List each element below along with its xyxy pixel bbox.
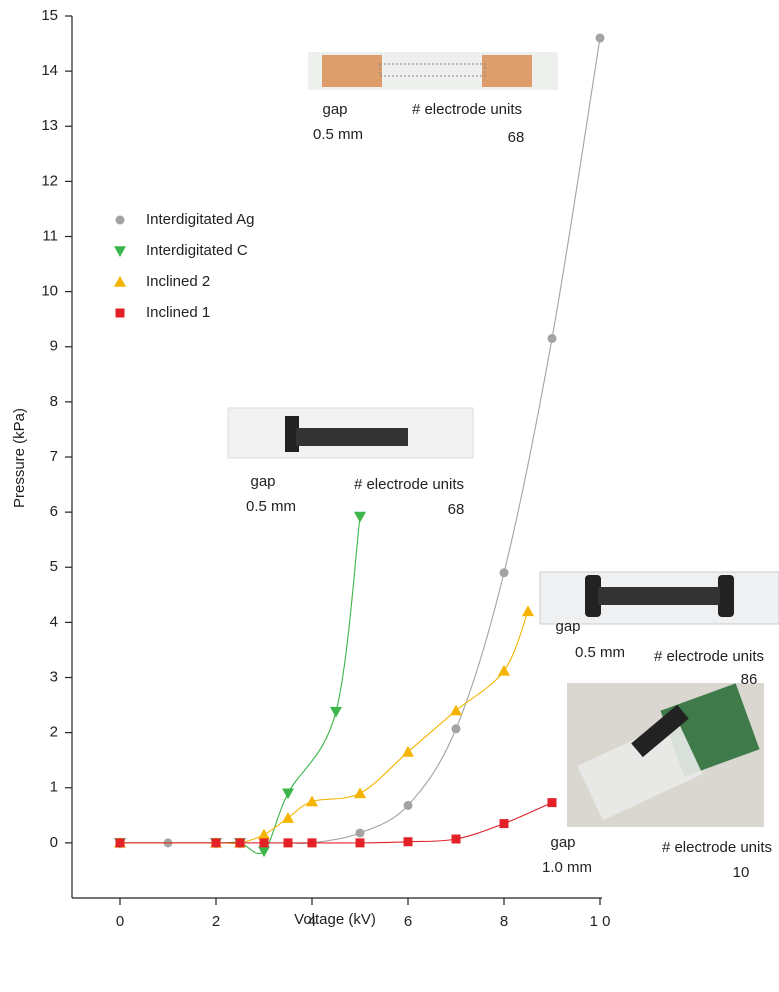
annotation: 10 <box>733 864 750 881</box>
annotation: 0.5 mm <box>313 126 363 143</box>
device-photo-2 <box>228 408 473 458</box>
marker <box>500 819 509 828</box>
device-photo-3 <box>540 572 779 624</box>
y-tick-label: 9 <box>50 338 58 355</box>
y-tick-label: 7 <box>50 448 58 465</box>
annotation: # electrode units <box>662 839 772 856</box>
marker <box>452 835 461 844</box>
x-tick-label: 2 <box>212 913 220 930</box>
annotation: gap <box>322 101 347 118</box>
y-tick-label: 12 <box>41 172 58 189</box>
marker <box>308 838 317 847</box>
y-tick-label: 5 <box>50 558 58 575</box>
x-tick-label: 6 <box>404 913 412 930</box>
y-tick-label: 11 <box>42 227 58 244</box>
device-photo-4 <box>567 683 764 827</box>
annotation: # electrode units <box>354 476 464 493</box>
marker <box>282 788 294 799</box>
marker <box>500 568 509 577</box>
annotation: 1.0 mm <box>542 859 592 876</box>
marker <box>284 838 293 847</box>
legend-label: Interdigitated Ag <box>146 211 254 228</box>
legend-marker <box>114 246 126 257</box>
x-tick-label: 8 <box>500 913 508 930</box>
marker <box>498 665 510 676</box>
annotation: 68 <box>448 501 465 518</box>
legend-marker <box>114 276 126 287</box>
y-tick-label: 2 <box>50 724 58 741</box>
chart: Voltage (kV) Pressure (kPa) 012345678910… <box>0 0 779 992</box>
series-line <box>120 517 360 854</box>
annotation: 86 <box>741 671 758 688</box>
legend-label: Interdigitated C <box>146 242 248 259</box>
marker <box>356 828 365 837</box>
marker <box>330 707 342 718</box>
series-line <box>120 611 528 843</box>
marker <box>258 846 270 857</box>
y-tick-label: 8 <box>50 393 58 410</box>
x-tick-label: 1 0 <box>590 913 611 930</box>
marker <box>548 798 557 807</box>
annotation: # electrode units <box>654 648 764 665</box>
device-photo-1 <box>308 52 558 90</box>
series-line <box>120 803 552 843</box>
marker <box>402 746 414 757</box>
marker <box>452 724 461 733</box>
marker <box>404 837 413 846</box>
annotation: gap <box>250 473 275 490</box>
y-tick-label: 15 <box>41 7 58 24</box>
marker <box>212 838 221 847</box>
marker <box>356 838 365 847</box>
marker <box>596 34 605 43</box>
marker <box>236 838 245 847</box>
y-tick-label: 3 <box>50 668 58 685</box>
legend-label: Inclined 2 <box>146 273 210 290</box>
x-tick-label: 4 <box>308 913 316 930</box>
marker <box>282 812 294 823</box>
y-axis-label: Pressure (kPa) <box>11 408 28 508</box>
y-tick-label: 4 <box>50 613 58 630</box>
y-tick-label: 1 <box>50 779 58 796</box>
marker <box>260 838 269 847</box>
marker <box>548 334 557 343</box>
marker <box>450 705 462 716</box>
marker <box>522 605 534 616</box>
y-tick-label: 0 <box>50 834 58 851</box>
annotation: gap <box>550 834 575 851</box>
y-tick-label: 13 <box>41 117 58 134</box>
legend-marker <box>116 216 125 225</box>
marker <box>116 838 125 847</box>
annotation: gap <box>555 618 580 635</box>
legend-label: Inclined 1 <box>146 304 210 321</box>
marker <box>258 829 270 840</box>
annotation: 68 <box>508 129 525 146</box>
legend-marker <box>116 309 125 318</box>
annotation: 0.5 mm <box>575 644 625 661</box>
marker <box>354 512 366 523</box>
x-axis-label: Voltage (kV) <box>294 911 376 928</box>
y-tick-label: 6 <box>50 503 58 520</box>
annotation: # electrode units <box>412 101 522 118</box>
annotation: 0.5 mm <box>246 498 296 515</box>
marker <box>354 787 366 798</box>
y-tick-label: 10 <box>41 283 58 300</box>
y-tick-label: 14 <box>41 62 58 79</box>
marker <box>404 801 413 810</box>
x-tick-label: 0 <box>116 913 124 930</box>
